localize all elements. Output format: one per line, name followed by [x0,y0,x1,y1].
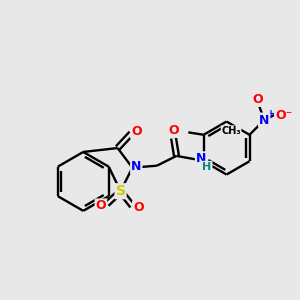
Text: O⁻: O⁻ [275,109,292,122]
Text: O: O [131,125,142,138]
Text: N: N [131,160,141,173]
Text: N: N [259,114,269,127]
Text: N: N [196,152,206,165]
Text: +: + [267,109,275,119]
Text: S: S [116,184,126,198]
Text: O: O [168,124,179,137]
Text: CH₃: CH₃ [221,126,241,136]
Text: O: O [96,200,106,212]
Text: O: O [133,201,143,214]
Text: O: O [252,93,263,106]
Text: H: H [202,162,212,172]
